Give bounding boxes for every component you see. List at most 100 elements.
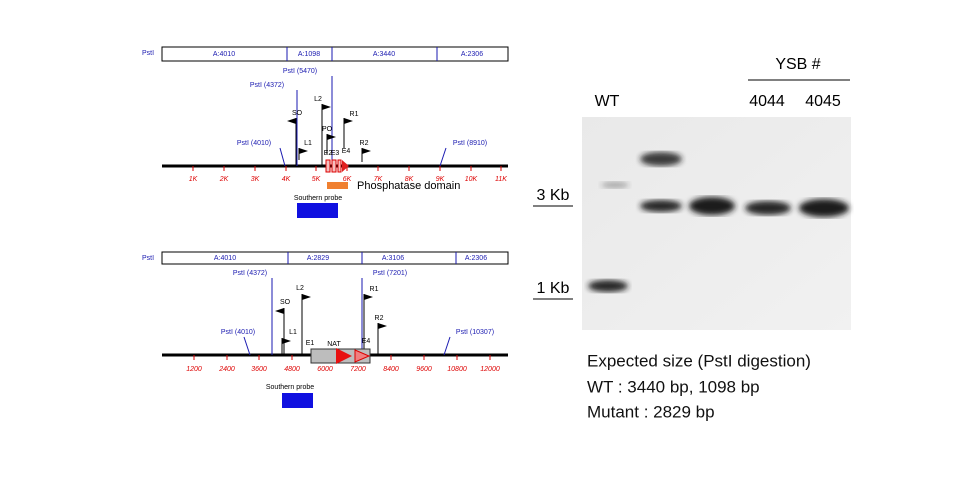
fragment-label: A:4010 — [214, 255, 236, 262]
site-label: PstI (4010) — [221, 329, 255, 336]
exon — [337, 159, 342, 173]
site-label: PstI (7201) — [373, 270, 407, 277]
primer-flag — [282, 338, 291, 344]
primer-flag — [344, 118, 353, 124]
primer-flag — [287, 118, 296, 124]
primer-label: L1 — [289, 329, 297, 336]
scale-label: 4K — [282, 176, 291, 183]
fragment-label: A:2306 — [461, 51, 483, 58]
fragment-label: A:4010 — [213, 51, 235, 58]
primer-flag — [362, 148, 371, 154]
size-label: 1 Kb — [537, 280, 570, 297]
fragment-label: A:3440 — [373, 51, 395, 58]
site-label: PstI (4372) — [250, 82, 284, 89]
scale-label: 7K — [374, 176, 383, 183]
nat-arrow — [336, 348, 352, 364]
note-title: Expected size (PstI digestion) — [587, 351, 811, 370]
domain-label: Phosphatase domain — [357, 180, 460, 192]
site-line — [443, 336, 451, 356]
scale-label: 4800 — [284, 366, 300, 373]
scale-label: 10800 — [447, 366, 467, 373]
gel-band — [745, 201, 791, 215]
primer-label: R2 — [375, 315, 384, 322]
gel-band — [640, 152, 682, 166]
domain-bar — [327, 182, 348, 189]
scale-label: 6K — [343, 176, 352, 183]
exon-label: E1 — [306, 340, 315, 347]
scale-label: 1K — [189, 176, 198, 183]
gel-band — [640, 200, 682, 212]
group-label: YSB # — [775, 56, 820, 73]
site-line — [439, 147, 447, 167]
primer-label: L2 — [296, 285, 304, 292]
scale-label: 7200 — [350, 366, 366, 373]
fragment-bar — [161, 46, 509, 62]
exon-label: E4 — [342, 148, 351, 155]
scale-label: 8400 — [383, 366, 399, 373]
exon — [325, 159, 331, 173]
primer-label: L1 — [304, 140, 312, 147]
exon-label: E3 — [331, 150, 340, 157]
primer-label: R2 — [360, 140, 369, 147]
lane-label: WT — [595, 93, 620, 110]
scale-label: 3K — [251, 176, 260, 183]
scale-label: 9600 — [416, 366, 432, 373]
scale-label: 9K — [436, 176, 445, 183]
scale-label: 10K — [465, 176, 478, 183]
marker-label: NAT — [327, 341, 341, 348]
probe-label: Southern probe — [294, 195, 342, 202]
fragment-label: A:2306 — [465, 255, 487, 262]
gel-band — [601, 182, 629, 188]
fragment-bar — [161, 251, 509, 265]
primer-flag — [302, 294, 311, 300]
lane-label: 4044 — [749, 93, 785, 110]
primer-flag — [378, 323, 387, 329]
note-line: WT : 3440 bp, 1098 bp — [587, 377, 760, 396]
pst-label: PstI — [142, 50, 154, 57]
gel — [582, 117, 851, 330]
gel-band — [799, 199, 849, 217]
site-label: PstI (4372) — [233, 270, 267, 277]
lane-label: 4045 — [805, 93, 841, 110]
site-line — [279, 147, 286, 167]
primer-flag — [299, 148, 308, 154]
fragment-label: A:3106 — [382, 255, 404, 262]
probe-box — [282, 393, 313, 408]
site-label: PstI (5470) — [283, 68, 317, 75]
primer-flag — [327, 134, 336, 140]
exon-arrow — [342, 160, 349, 172]
scale-label: 1200 — [186, 366, 202, 373]
primer-label: SO — [280, 299, 291, 306]
probe-box — [297, 203, 338, 218]
scale-label: 2400 — [218, 366, 235, 373]
scale-label: 11K — [495, 176, 507, 183]
scale-label: 6000 — [317, 366, 333, 373]
exon-label: E2 — [324, 150, 333, 157]
gel-band — [588, 280, 628, 292]
primer-label: R1 — [350, 111, 359, 118]
primer-label: L2 — [314, 96, 322, 103]
site-line — [243, 336, 251, 356]
exon-arrow — [354, 349, 371, 363]
scale-label: 5K — [312, 176, 321, 183]
fragment-label: A:2829 — [307, 255, 329, 262]
size-label: 3 Kb — [537, 187, 570, 204]
primer-flag — [364, 294, 373, 300]
primer-label: SO — [292, 110, 303, 117]
primer-label: PO — [322, 126, 333, 133]
scale-label: 12000 — [480, 366, 500, 373]
scale-label: 3600 — [251, 366, 267, 373]
exon-label: E4 — [362, 338, 371, 345]
primer-flag — [275, 308, 284, 314]
probe-label: Southern probe — [266, 384, 314, 391]
scale-label: 8K — [405, 176, 414, 183]
note-line: Mutant : 2829 bp — [587, 402, 715, 421]
gel-band — [689, 197, 735, 215]
primer-label: R1 — [370, 286, 379, 293]
primer-flag — [322, 104, 331, 110]
scale-label: 2K — [219, 176, 229, 183]
pst-label: PstI — [142, 255, 154, 262]
site-label: PstI (8910) — [453, 140, 487, 147]
fragment-label: A:1098 — [298, 51, 320, 58]
